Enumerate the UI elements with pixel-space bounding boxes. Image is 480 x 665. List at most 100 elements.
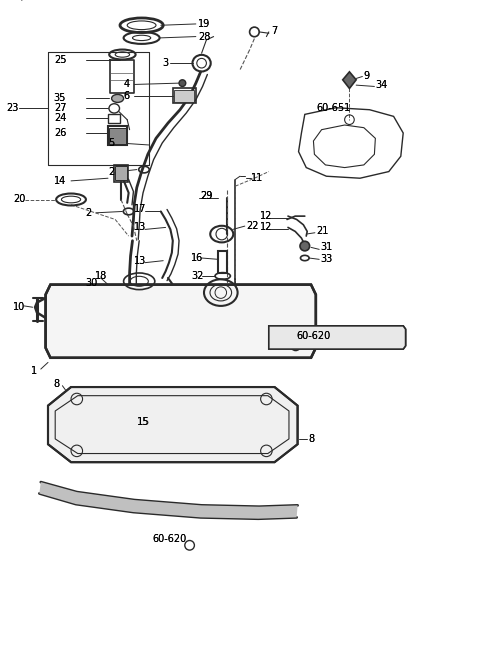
Text: 5: 5	[108, 138, 114, 148]
Text: 6: 6	[124, 90, 130, 101]
Text: 19: 19	[198, 19, 210, 29]
Text: 27: 27	[54, 103, 66, 114]
Text: 7: 7	[271, 25, 277, 36]
Text: 24: 24	[54, 113, 66, 124]
Text: 12: 12	[260, 211, 273, 221]
Text: 22: 22	[246, 221, 258, 231]
Bar	[218, 251, 227, 273]
Text: 29: 29	[201, 191, 213, 201]
Text: 25: 25	[54, 55, 66, 65]
Text: 12: 12	[260, 222, 273, 233]
Text: 7: 7	[271, 25, 277, 36]
Text: 34: 34	[375, 80, 388, 90]
Text: 31: 31	[321, 242, 333, 253]
Bar	[114, 165, 128, 182]
Text: 15: 15	[137, 417, 150, 428]
Text: 13: 13	[134, 255, 147, 266]
Text: 13: 13	[134, 255, 147, 266]
Bar	[109, 128, 126, 144]
Text: 33: 33	[321, 254, 333, 265]
Text: 2: 2	[108, 166, 114, 177]
Text: 60-651: 60-651	[317, 102, 351, 113]
Text: 19: 19	[198, 19, 210, 29]
Text: 13: 13	[134, 222, 147, 233]
Text: 8: 8	[308, 434, 314, 444]
Text: 20: 20	[13, 194, 26, 205]
Text: 28: 28	[198, 31, 210, 42]
Text: 5: 5	[108, 138, 114, 148]
Text: 2: 2	[85, 207, 92, 218]
Text: 34: 34	[375, 80, 388, 90]
Text: 32: 32	[191, 271, 204, 281]
Text: 29: 29	[201, 191, 213, 201]
Text: 26: 26	[54, 128, 66, 138]
Text: 17: 17	[134, 204, 147, 215]
Text: 14: 14	[54, 176, 66, 186]
Text: 2: 2	[85, 207, 92, 218]
Text: 16: 16	[191, 253, 204, 263]
Text: 8: 8	[308, 434, 314, 444]
Bar	[115, 166, 127, 180]
Text: 60-620: 60-620	[153, 533, 187, 544]
Text: 30: 30	[85, 277, 98, 288]
Bar	[174, 90, 194, 102]
Text: 31: 31	[321, 242, 333, 253]
Text: 9: 9	[364, 71, 370, 82]
Text: 11: 11	[251, 173, 263, 184]
Text: 15: 15	[137, 417, 149, 428]
Text: 8: 8	[54, 379, 60, 390]
Text: 20: 20	[13, 194, 26, 205]
Text: 60-651: 60-651	[317, 102, 351, 113]
Text: 3: 3	[162, 58, 168, 68]
Polygon shape	[46, 285, 316, 358]
Text: 12: 12	[260, 222, 273, 233]
Ellipse shape	[111, 94, 124, 102]
Bar	[173, 88, 196, 103]
Text: 30: 30	[85, 277, 98, 288]
Text: 13: 13	[134, 222, 147, 233]
Text: 24: 24	[54, 113, 66, 124]
Bar	[108, 126, 127, 145]
Text: 26: 26	[54, 128, 66, 138]
Polygon shape	[343, 72, 356, 88]
Text: 22: 22	[246, 221, 258, 231]
Text: 35: 35	[54, 93, 66, 104]
Text: 23: 23	[6, 103, 18, 114]
Text: 23: 23	[6, 103, 18, 114]
Text: 18: 18	[95, 271, 108, 281]
Text: 6: 6	[124, 90, 130, 101]
Circle shape	[179, 80, 186, 86]
Text: 60-620: 60-620	[297, 331, 331, 341]
Text: 21: 21	[316, 226, 328, 237]
Text: 18: 18	[95, 271, 108, 281]
Text: 17: 17	[134, 204, 147, 215]
Text: 2: 2	[108, 166, 114, 177]
Text: 11: 11	[251, 173, 263, 184]
Polygon shape	[48, 387, 298, 462]
Text: 1: 1	[31, 366, 37, 376]
Text: 8: 8	[54, 379, 60, 390]
Text: 16: 16	[191, 253, 204, 263]
Text: 25: 25	[54, 55, 66, 65]
Text: 12: 12	[260, 211, 273, 221]
Circle shape	[300, 241, 310, 251]
Text: 9: 9	[364, 71, 370, 82]
Polygon shape	[39, 482, 298, 519]
Text: 60-620: 60-620	[297, 331, 331, 341]
Text: 29: 29	[201, 191, 213, 201]
Text: 32: 32	[191, 271, 204, 281]
Bar	[108, 114, 120, 123]
Text: 35: 35	[54, 93, 66, 104]
Text: 27: 27	[54, 103, 66, 114]
Polygon shape	[269, 326, 406, 349]
Text: 10: 10	[13, 302, 26, 313]
Text: 1: 1	[31, 366, 37, 376]
Text: 3: 3	[162, 58, 168, 68]
Text: 14: 14	[54, 176, 66, 186]
Text: 4: 4	[124, 79, 130, 90]
Text: 33: 33	[321, 254, 333, 265]
Text: 10: 10	[13, 302, 26, 313]
Text: 28: 28	[198, 31, 210, 42]
Text: 60-620: 60-620	[153, 533, 187, 544]
Text: 4: 4	[124, 79, 130, 90]
